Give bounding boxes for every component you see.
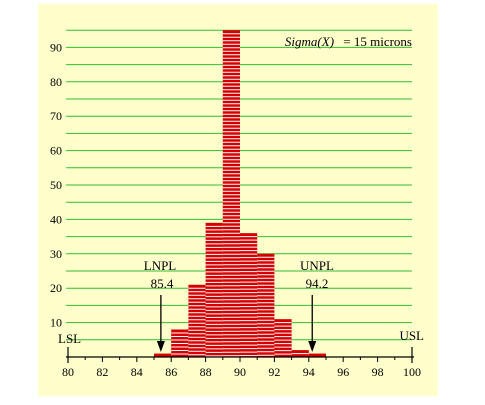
bar-fill xyxy=(240,233,258,357)
histogram-bar xyxy=(222,30,240,357)
y-tick-label: 70 xyxy=(50,109,62,123)
arrow-head xyxy=(156,341,165,352)
histogram-bar xyxy=(171,329,189,357)
bar-fill xyxy=(308,353,326,357)
histogram-bars xyxy=(154,30,326,357)
y-tick-label: 20 xyxy=(50,281,62,295)
x-tick-label: 80 xyxy=(62,365,74,379)
x-tick-label: 88 xyxy=(200,365,212,379)
histogram-bar xyxy=(154,353,172,357)
histogram-bar xyxy=(257,253,275,357)
histogram-bar xyxy=(274,319,292,357)
y-tick-label: 30 xyxy=(50,247,62,261)
unpl-label: UNPL xyxy=(300,258,334,273)
bar-fill xyxy=(205,222,223,357)
y-tick-label: 80 xyxy=(50,75,62,89)
y-tick-label: 90 xyxy=(50,40,62,54)
lnpl-label: LNPL xyxy=(144,258,177,273)
bar-fill xyxy=(274,319,292,357)
lnpl-arrow xyxy=(156,295,165,352)
unpl-value: 94.2 xyxy=(306,276,329,291)
x-axis: 80 82 84 86 88 90 92 94 96 98 100 xyxy=(62,347,421,379)
lsl-label: LSL xyxy=(58,331,81,346)
bar-fill xyxy=(188,284,206,357)
y-tick-label: 40 xyxy=(50,212,62,226)
usl-label: USL xyxy=(399,328,424,343)
y-tick-label: 50 xyxy=(50,178,62,192)
x-tick-label: 82 xyxy=(96,365,108,379)
x-tick-label: 92 xyxy=(268,365,280,379)
x-tick-label: 100 xyxy=(403,365,421,379)
histogram-bar xyxy=(205,222,223,357)
y-tick-label: 60 xyxy=(50,144,62,158)
x-tick-label: 86 xyxy=(165,365,177,379)
unpl-arrow xyxy=(308,295,317,352)
x-tick-label: 94 xyxy=(303,365,315,379)
sigma-annotation: Sigma(X) = 15 microns xyxy=(285,34,412,49)
x-tick-label: 96 xyxy=(337,365,349,379)
arrow-head xyxy=(308,341,317,352)
bar-fill xyxy=(154,353,172,357)
histogram-bar xyxy=(188,284,206,357)
lnpl-value: 85.4 xyxy=(151,276,174,291)
x-tick-label: 98 xyxy=(372,365,384,379)
y-tick-labels: 10 20 30 40 50 60 70 80 90 xyxy=(50,40,62,329)
histogram-bar xyxy=(308,353,326,357)
histogram-bar xyxy=(291,350,309,357)
x-tick-label: 90 xyxy=(234,365,246,379)
y-tick-label: 10 xyxy=(50,316,62,330)
histogram-bar xyxy=(240,233,258,357)
x-tick-label: 84 xyxy=(131,365,143,379)
